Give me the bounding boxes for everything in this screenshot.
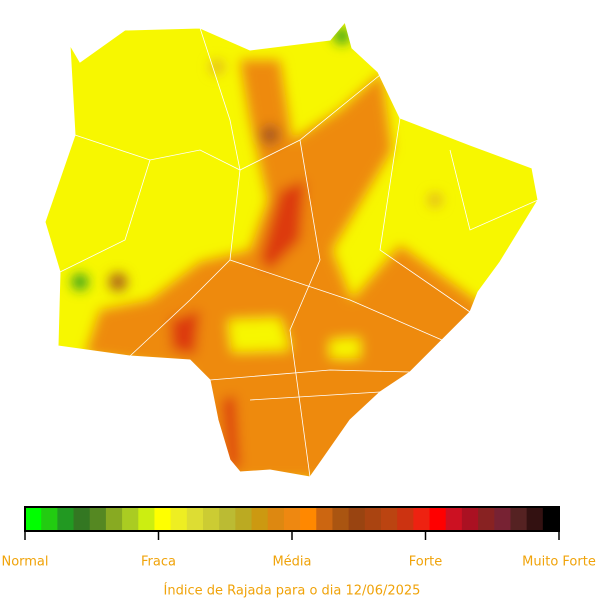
color-step (494, 507, 511, 531)
scale-label: Média (272, 555, 311, 570)
color-step (510, 507, 528, 531)
color-step (251, 507, 269, 531)
color-step (170, 507, 188, 531)
color-step (413, 507, 431, 531)
color-step (461, 507, 479, 531)
color-step (429, 507, 447, 531)
color-step (381, 507, 398, 531)
color-step (122, 507, 139, 531)
color-step (186, 507, 204, 531)
scale-label: Forte (409, 555, 442, 570)
color-step (138, 507, 155, 531)
color-step (348, 507, 366, 531)
color-step (57, 507, 75, 531)
color-step (41, 507, 58, 531)
scale-label: Fraca (141, 555, 176, 570)
color-step (267, 507, 285, 531)
color-step (203, 507, 220, 531)
color-step (105, 507, 123, 531)
color-step (542, 507, 560, 531)
color-step (300, 507, 317, 531)
scale-label: Muito Forte (522, 555, 596, 570)
color-step (73, 507, 91, 531)
color-step (316, 507, 333, 531)
color-step (25, 507, 42, 531)
caption: Índice de Rajada para o dia 12/06/2025 (164, 583, 421, 599)
municipal-borders (59, 27, 538, 477)
scale-label: Normal (1, 555, 48, 570)
color-step (526, 507, 544, 531)
color-scale-labels: Normal Fraca Média Forte Muito Forte (1, 531, 596, 570)
color-step (397, 507, 414, 531)
color-step (283, 507, 301, 531)
state-map (45, 22, 538, 477)
color-step (89, 507, 107, 531)
color-step (364, 507, 382, 531)
color-step (478, 507, 495, 531)
color-step (235, 507, 253, 531)
color-step (154, 507, 172, 531)
color-step (445, 507, 463, 531)
color-step (332, 507, 350, 531)
color-scale (25, 507, 560, 531)
color-step (219, 507, 236, 531)
